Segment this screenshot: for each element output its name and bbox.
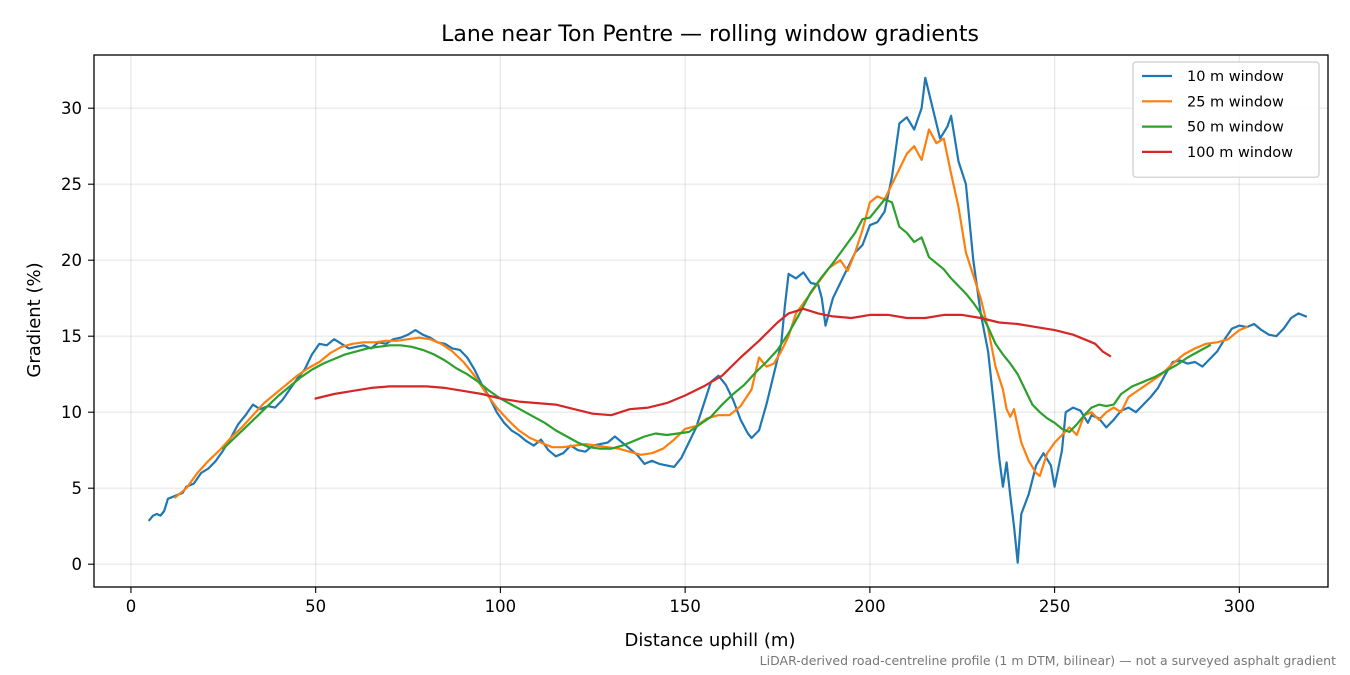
legend-box [1132,61,1320,178]
plot-frame [93,54,1329,588]
y-tick-label: 15 [61,327,82,346]
series-lines [147,76,1308,564]
legend-label: 50 m window [1187,120,1284,136]
y-tick-label: 30 [61,99,82,118]
x-tick-label: 150 [669,597,701,616]
axis-ticks: 0 50 100 150 200 250 300 0 5 10 15 20 25 30 [61,99,1255,616]
series-line-2 [173,128,1249,499]
y-tick-label: 0 [72,555,83,574]
footnote: LiDAR-derived road-centreline profile (1… [760,653,1336,668]
legend-label: 100 m window [1187,145,1293,161]
x-axis-label: Distance uphill (m) [625,630,796,651]
x-tick-label: 0 [126,597,137,616]
chart-title: Lane near Ton Pentre — rolling window gr… [441,22,979,47]
x-tick-label: 50 [305,597,326,616]
y-tick-label: 25 [61,175,82,194]
legend-label: 25 m window [1187,94,1284,110]
y-tick-label: 20 [61,251,82,270]
x-tick-label: 300 [1224,597,1256,616]
y-axis-label: Gradient (%) [24,262,45,377]
x-tick-label: 250 [1039,597,1071,616]
y-tick-label: 10 [61,403,82,422]
x-tick-label: 200 [854,597,886,616]
gridlines [94,55,1328,587]
legend: 10 m window 25 m window 50 m window 100 m w… [1132,61,1320,178]
legend-label: 10 m window [1187,69,1284,85]
x-tick-label: 100 [485,597,517,616]
series-line-4 [314,307,1112,417]
series-line-3 [221,198,1212,451]
y-tick-label: 5 [72,479,83,498]
